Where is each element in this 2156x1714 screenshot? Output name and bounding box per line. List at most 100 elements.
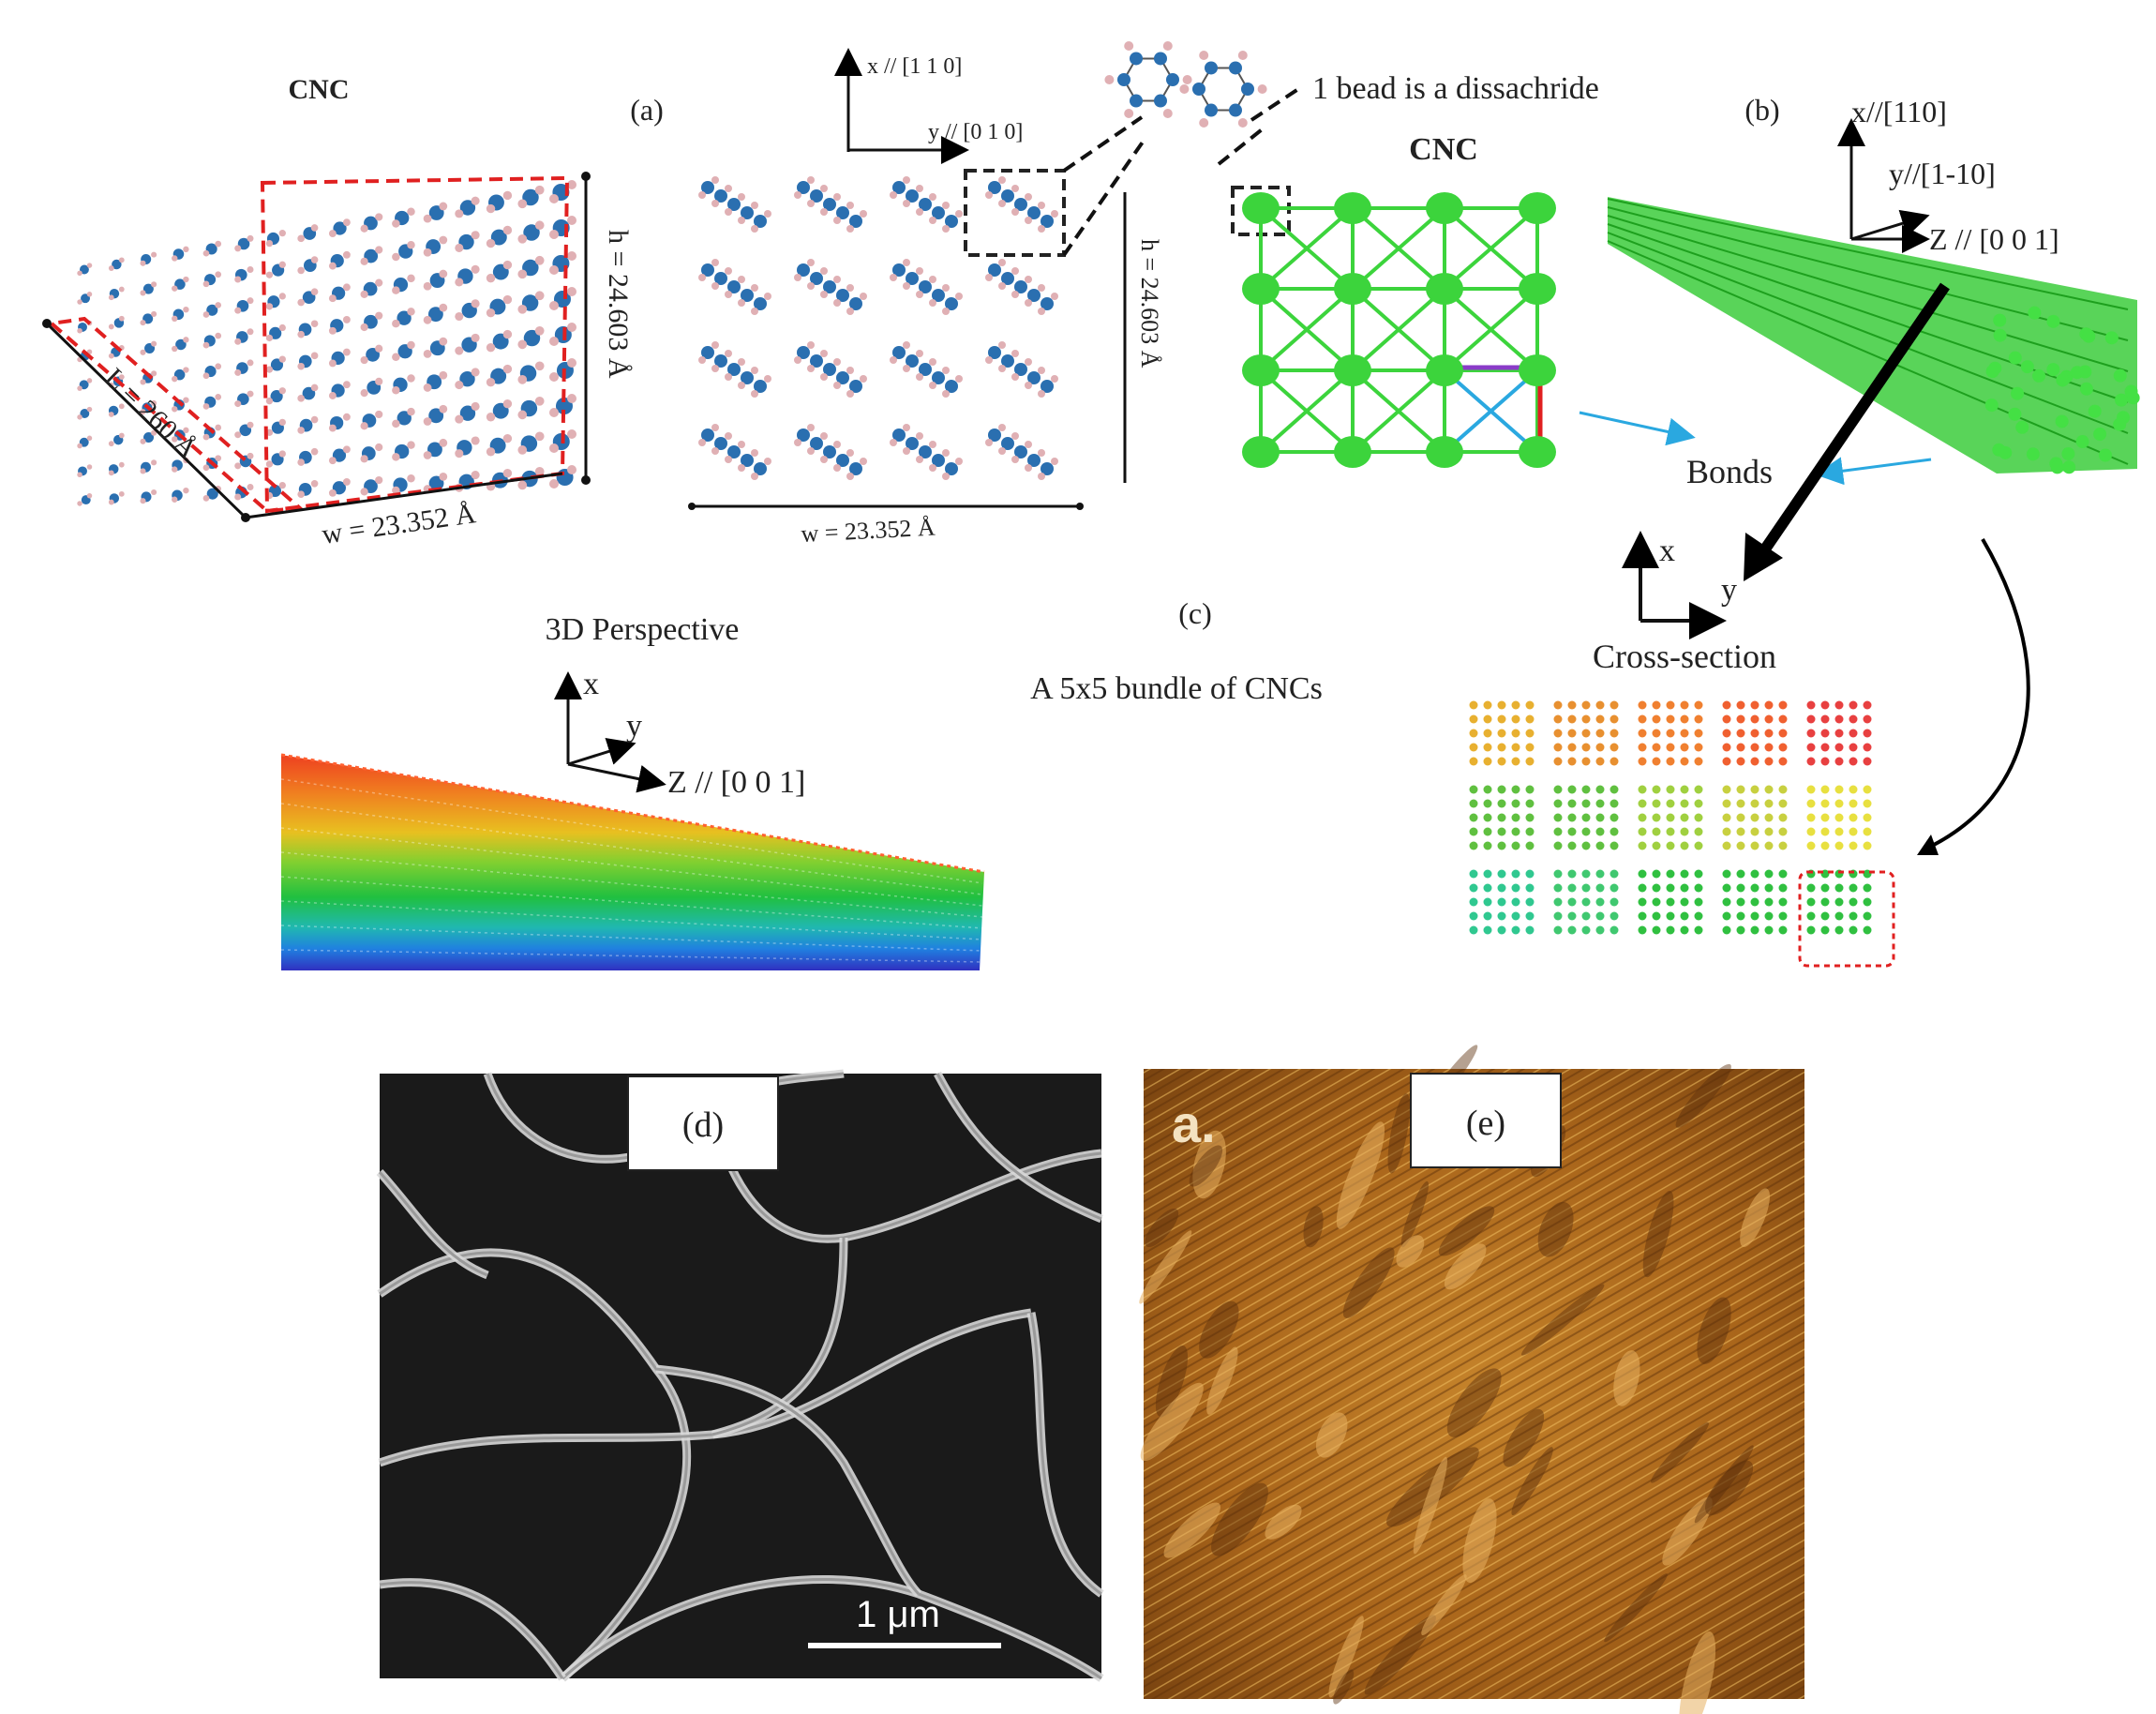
cs-bead [1820, 925, 1830, 935]
lattice-hydrogen [1025, 217, 1032, 224]
c-axis-z-label: Z // [0 0 1] [667, 765, 805, 800]
lattice-carbon [906, 354, 919, 368]
cg-bead [1334, 354, 1371, 386]
cs-bead [1736, 925, 1745, 935]
lattice-hydrogen [698, 356, 706, 364]
hydrogen-atom [375, 246, 383, 254]
hydrogen-atom [423, 417, 432, 426]
lattice-carbon [741, 289, 754, 302]
hydrogen-atom [342, 283, 351, 292]
bonds-pointer-right [1815, 457, 1932, 486]
cs-bead [1581, 925, 1591, 935]
hydrogen-atom [172, 436, 178, 443]
sem-fiber-network [376, 1069, 1104, 1682]
lattice-carbon [1001, 272, 1014, 285]
lattice-hydrogen [833, 382, 841, 389]
cs-bead [1806, 757, 1816, 766]
lattice-carbon [906, 189, 919, 203]
cs-bead [1778, 714, 1788, 724]
cs-bead [1736, 911, 1745, 921]
lattice-carbon [1001, 189, 1014, 203]
hydrogen-atom [118, 286, 125, 293]
lattice-hydrogen [860, 293, 867, 300]
cg-rod-bead [2046, 363, 2060, 377]
hydrogen-atom [234, 431, 242, 439]
cs-bead [1511, 799, 1520, 808]
cs-bead [1666, 757, 1675, 766]
hydrogen-atom [265, 239, 274, 248]
hydrogen-atom [108, 499, 114, 505]
lattice-hydrogen [820, 456, 828, 463]
bead-note: 1 bead is a dissachride [1312, 71, 1599, 106]
cs-bead [1595, 714, 1605, 724]
bond-diagonal [1351, 206, 1446, 291]
cs-bead [1863, 883, 1872, 893]
cross-section-label: Cross-section [1593, 638, 1776, 675]
lattice-hydrogen [738, 358, 745, 366]
cs-bead [1820, 897, 1830, 907]
hydrogen-atom [172, 375, 178, 383]
lattice-hydrogen [916, 432, 923, 440]
cs-bead [1680, 714, 1689, 724]
hydrogen-atom [202, 372, 210, 380]
lattice-hydrogen [711, 200, 719, 207]
cs-bead [1638, 883, 1647, 893]
cs-bead [1581, 785, 1591, 794]
hydrogen-atom [215, 363, 222, 370]
cs-bead [1567, 714, 1577, 724]
lattice-hydrogen [751, 284, 758, 292]
carbon-atom [427, 442, 442, 458]
cs-bead [1722, 883, 1731, 893]
hydrogen-atom [486, 238, 496, 248]
lattice-hydrogen [929, 276, 936, 283]
cs-bead [1764, 813, 1774, 822]
cs-bead [1469, 700, 1478, 710]
hydrogen-atom [215, 271, 222, 278]
lattice-hydrogen [1011, 432, 1019, 440]
cs-bead [1764, 869, 1774, 879]
cs-bead [1849, 911, 1858, 921]
cs-bead [1666, 897, 1675, 907]
cs-bead [1525, 827, 1535, 836]
cs-bead [1567, 883, 1577, 893]
cs-bead [1553, 799, 1563, 808]
afm-feature [1396, 1235, 1425, 1268]
hydrogen-atom [375, 377, 383, 385]
bundle-body [281, 755, 984, 970]
molecule-hydrogen [1237, 118, 1248, 128]
hydrogen-atom [234, 368, 242, 376]
cg-rod-bead [2046, 314, 2060, 328]
lattice-hydrogen [764, 375, 771, 383]
scale-bar-label: 1 μm [856, 1594, 940, 1635]
cs-bead [1581, 714, 1591, 724]
cg-bead [1242, 192, 1280, 224]
cs-bead [1666, 869, 1675, 879]
afm-feature [1342, 1247, 1395, 1318]
cs-bead [1469, 799, 1478, 808]
cs-bead [1525, 925, 1535, 935]
carbon-atom [459, 405, 476, 421]
cs-bead [1778, 897, 1788, 907]
hydrogen-atom [549, 230, 559, 239]
hydrogen-atom [455, 346, 464, 355]
cs-bead [1638, 813, 1647, 822]
cs-bead [1666, 925, 1675, 935]
cs-bead [1553, 897, 1563, 907]
cross-width-end [688, 503, 696, 510]
lattice-carbon [701, 428, 714, 442]
lattice-hydrogen [1051, 375, 1058, 383]
curved-arrow-head [1917, 834, 1939, 855]
panel-d-sem-image: (d) 1 μm [376, 1069, 1104, 1682]
afm-feature [1438, 1206, 1495, 1256]
cg-bead [1426, 354, 1463, 386]
cs-bead [1849, 827, 1858, 836]
lattice-hydrogen [807, 259, 815, 266]
cs-bead [1638, 743, 1647, 752]
hydrogen-atom [278, 355, 286, 363]
cs-bead [1680, 841, 1689, 850]
hydrogen-atom [455, 311, 464, 322]
hydrogen-atom [549, 301, 559, 310]
hydrogen-atom [407, 207, 415, 216]
cs-bead [1820, 714, 1830, 724]
hydrogen-atom [360, 488, 368, 496]
